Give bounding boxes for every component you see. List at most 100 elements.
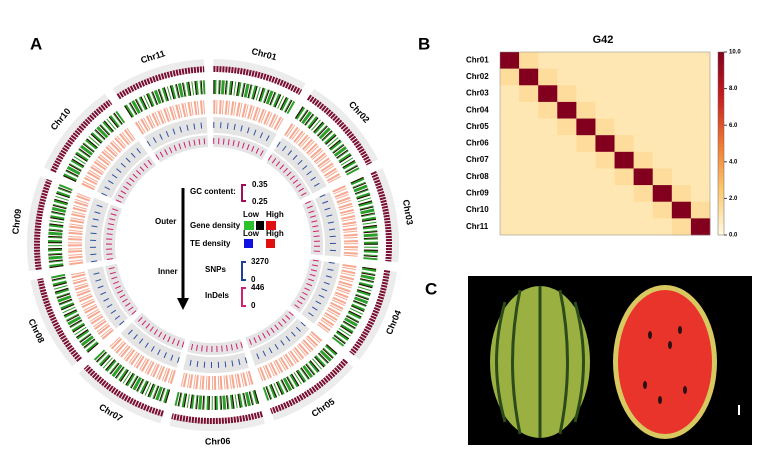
legend-text: Gene density xyxy=(190,221,241,230)
circos-track xyxy=(246,311,294,347)
circos-track xyxy=(63,110,126,183)
heatmap-cell xyxy=(519,101,539,119)
circos-track xyxy=(106,205,120,260)
circos-track xyxy=(120,322,182,368)
legend-text: 0 xyxy=(251,275,256,284)
circos-track xyxy=(63,110,126,183)
colorbar-tick-label: 2.0 xyxy=(729,196,738,202)
heatmap-cell xyxy=(614,135,634,153)
circos-track xyxy=(34,178,53,271)
circos-track xyxy=(213,66,303,95)
heatmap-cell xyxy=(671,68,692,86)
circos-track xyxy=(302,199,323,256)
heatmap-cell xyxy=(576,151,596,169)
heatmap-cell xyxy=(652,185,673,203)
heatmap-cell xyxy=(576,135,596,153)
heatmap-cell xyxy=(500,201,520,219)
circos-track xyxy=(116,66,205,100)
colorbar-segment xyxy=(718,158,724,163)
circos-track xyxy=(50,99,113,173)
colorbar-segment xyxy=(718,216,724,221)
heatmap-cell xyxy=(652,135,673,153)
heatmap-cell xyxy=(557,85,577,103)
heatmap-cell xyxy=(538,135,558,153)
colorbar-segment xyxy=(718,81,724,86)
heatmap-cell xyxy=(519,85,539,103)
circos-track xyxy=(107,264,137,315)
colorbar-segment xyxy=(718,165,724,170)
heatmap-cell xyxy=(633,135,654,153)
colorbar-segment xyxy=(718,95,724,100)
circos-track xyxy=(108,335,176,385)
heatmap-cell xyxy=(519,118,539,136)
heatmap-cell xyxy=(652,201,673,219)
colorbar-segment xyxy=(718,213,724,217)
legend-text: SNPs xyxy=(205,265,226,274)
circos-track xyxy=(112,59,205,99)
heatmap-cell xyxy=(671,151,692,169)
heatmap-cell xyxy=(633,118,654,136)
circos-track xyxy=(213,59,306,95)
heatmap-cell xyxy=(557,135,577,153)
colorbar-segment xyxy=(718,92,724,97)
circos-track xyxy=(174,389,260,410)
legend-text: 3270 xyxy=(251,257,269,266)
legend-bracket xyxy=(241,184,246,202)
colorbar-tick-label: 6.0 xyxy=(729,123,738,129)
seeds xyxy=(643,326,687,404)
circos-track xyxy=(270,359,354,421)
chromosome-label: Chr06 xyxy=(205,436,231,447)
heatmap-cell xyxy=(538,151,558,169)
colorbar-segment xyxy=(718,172,724,177)
colorbar-segment xyxy=(718,139,724,144)
heatmap-cell xyxy=(519,218,539,236)
legend-swatch xyxy=(266,221,276,230)
colorbar-segment xyxy=(718,117,724,122)
heatmap-cell xyxy=(671,201,692,219)
colorbar-segment xyxy=(718,88,724,93)
heatmap-cell xyxy=(500,151,520,169)
circos-track xyxy=(301,260,340,324)
heatmap-cell xyxy=(614,52,634,69)
circos-track xyxy=(213,80,296,115)
circos-track xyxy=(134,100,207,135)
heatmap-cell xyxy=(690,151,711,169)
colorbar-segment xyxy=(718,183,724,188)
heatmap-cell xyxy=(690,168,711,186)
heatmap-cell xyxy=(576,168,596,186)
panel-label: B xyxy=(418,34,430,53)
legend-swatch xyxy=(244,221,254,230)
heatmap-cell xyxy=(614,101,634,119)
circos-track xyxy=(174,389,260,410)
circos-track xyxy=(27,176,52,272)
colorbar-tick-label: 8.0 xyxy=(729,86,738,92)
heatmap-cell xyxy=(557,218,577,236)
circos-plot: Chr01Chr02Chr03Chr04Chr05Chr06Chr07Chr08… xyxy=(10,46,415,447)
panel-label: A xyxy=(30,34,42,53)
circos-track xyxy=(292,259,319,311)
chromosome-label: Chr01 xyxy=(251,46,278,62)
arrowhead xyxy=(177,298,189,310)
colorbar-segment xyxy=(718,84,724,89)
watermelon-flesh xyxy=(618,290,712,434)
circos-track xyxy=(349,270,391,356)
panel-label: C xyxy=(425,279,437,298)
colorbar-segment xyxy=(718,231,724,236)
heatmap-cell xyxy=(690,135,711,153)
colorbar-segment xyxy=(718,70,724,75)
heatmap-cell xyxy=(557,68,577,86)
heatmap-cell xyxy=(595,85,615,103)
chromosome-label: Chr09 xyxy=(10,208,23,235)
heatmap-cell xyxy=(595,135,615,153)
row-label: Chr02 xyxy=(466,72,489,81)
heatmap-cell xyxy=(633,68,654,86)
heatmap-cell xyxy=(576,218,596,236)
heatmap-cell xyxy=(576,201,596,219)
heatmap-cell xyxy=(500,168,520,186)
heatmap-cell xyxy=(500,135,520,153)
heatmap-cell xyxy=(690,101,711,119)
circos-track xyxy=(135,314,185,348)
heatmap-cell xyxy=(690,52,711,69)
heatmap-cell xyxy=(557,168,577,186)
heatmap-cell xyxy=(614,85,634,103)
